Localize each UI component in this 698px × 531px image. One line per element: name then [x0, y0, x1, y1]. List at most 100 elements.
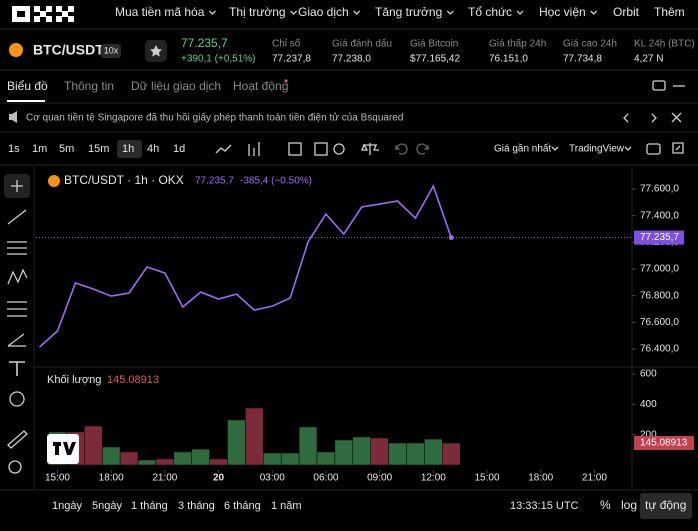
volume-bar [173, 451, 192, 466]
auto-toggle[interactable]: tự động [645, 498, 686, 512]
line-type-icon[interactable] [215, 144, 232, 154]
auto-button[interactable] [640, 493, 692, 519]
next-icon[interactable] [651, 113, 657, 123]
forecast-icon[interactable] [7, 301, 27, 317]
chevron [290, 10, 298, 15]
layout-icon[interactable] [652, 80, 666, 91]
range-button[interactable]: 1 tháng [131, 500, 168, 512]
price-tag-label: 77.235,7 [640, 232, 679, 243]
interval[interactable]: 1d [173, 143, 185, 155]
fullscreen-icon[interactable] [672, 142, 684, 154]
volume-bar [334, 439, 354, 466]
chevron [624, 146, 632, 151]
log-toggle[interactable]: log [621, 498, 637, 512]
interval[interactable]: 1m [32, 143, 47, 155]
range-button[interactable]: 3 tháng [178, 500, 215, 512]
volume-bar [388, 442, 407, 466]
volume-bar [263, 452, 282, 466]
price-source[interactable]: Giá gần nhất [494, 143, 551, 155]
nav-item[interactable]: Học viện [539, 5, 586, 19]
nav-item[interactable]: Tăng trưởng [375, 5, 442, 19]
percent-toggle[interactable]: % [600, 498, 611, 512]
indicator-icon[interactable] [248, 142, 260, 156]
price-line [39, 184, 452, 348]
x-tick-label: 15:00 [45, 473, 70, 484]
trendline-icon[interactable] [7, 209, 27, 225]
text-tool-icon[interactable] [9, 361, 25, 376]
stat-value: 4,27 N [634, 54, 663, 65]
tab[interactable]: Hoạt động [233, 79, 288, 93]
volume-bar [245, 407, 264, 466]
chevron [353, 10, 361, 15]
interval[interactable]: 1s [8, 143, 20, 155]
x-tick-label: 20 [213, 473, 225, 484]
nav-item[interactable]: Mua tiền mã hóa [115, 5, 205, 19]
drawing-tools [4, 174, 30, 474]
volume-bar [84, 425, 103, 466]
volume-bar [101, 446, 121, 466]
ticker-stats: Chỉ số 77.237,8 Giá đánh dấu 77.238,0 Giá Bi… [272, 38, 695, 65]
x-tick-label: 06:00 [313, 473, 338, 484]
redo-icon[interactable] [416, 143, 429, 155]
volume-bar [442, 442, 461, 466]
range-button[interactable]: 5ngày [92, 500, 122, 512]
interval[interactable]: 1h [122, 143, 134, 155]
tab[interactable]: Dữ liệu giao dịch [131, 79, 221, 93]
pair[interactable]: BTC/USDT [33, 42, 104, 58]
volume-bar [119, 451, 139, 466]
undo-icon[interactable] [395, 143, 408, 155]
x-tick-label: 12:00 [421, 473, 446, 484]
logo[interactable] [12, 6, 74, 22]
volume-last: 145.08913 [107, 374, 159, 386]
close-icon[interactable] [671, 112, 682, 123]
compare-icon[interactable] [314, 142, 328, 156]
nav-item[interactable]: Orbit [613, 5, 640, 19]
interval[interactable]: 15m [88, 143, 109, 155]
balance-icon[interactable] [361, 143, 379, 155]
fib-icon[interactable] [7, 241, 27, 255]
interval-bar: 1s 1m 5m 15m 1h 4h 1d [8, 140, 185, 158]
y-tick-label: 77.600,0 [640, 184, 679, 195]
x-tick-label: 03:00 [260, 473, 285, 484]
tab[interactable]: Biểu đồ [7, 79, 48, 93]
volume-bar [352, 436, 371, 466]
volume-bar [191, 448, 210, 466]
volume-label: Khối lượng [47, 374, 101, 386]
stat-value: 77.237,8 [272, 54, 311, 65]
range-button[interactable]: 1 năm [271, 500, 302, 512]
leverage-badge [101, 44, 121, 58]
emoji-icon[interactable] [9, 391, 25, 407]
tool-icons [215, 142, 684, 156]
volume-tick-label: 200 [640, 429, 657, 440]
y-tick-label: 76.800,0 [640, 290, 679, 301]
nav-item[interactable]: Giao dịch [298, 5, 349, 19]
interval[interactable]: 5m [59, 143, 74, 155]
zoom-icon[interactable] [8, 460, 22, 474]
tabs: Biểu đồ Thông tin Dữ liệu giao dịch Hoạt độ… [7, 79, 288, 102]
crosshair-icon[interactable] [11, 180, 23, 192]
speaker-icon [9, 111, 17, 123]
nav-item[interactable]: Tổ chức [468, 5, 512, 19]
chevron [551, 146, 559, 151]
range-button[interactable]: 6 tháng [224, 500, 261, 512]
nav-item[interactable]: Thị trường [229, 5, 286, 19]
stat-label: Giá đánh dấu [332, 38, 392, 50]
settings-icon[interactable] [333, 143, 345, 155]
nav-item[interactable]: Thêm [654, 5, 685, 19]
brush-icon[interactable] [7, 333, 26, 347]
camera-icon[interactable] [646, 143, 661, 155]
pattern-icon[interactable] [7, 268, 28, 285]
chart-engine[interactable]: TradingView [569, 144, 625, 155]
notice[interactable]: Cơ quan tiền tệ Singapore đã thu hồi giấ… [26, 112, 403, 124]
chevron [516, 10, 524, 15]
tab[interactable]: Thông tin [64, 79, 114, 93]
volume-bar [209, 458, 228, 466]
interval[interactable]: 4h [147, 143, 159, 155]
ruler-icon[interactable] [7, 430, 28, 449]
template-icon[interactable] [288, 142, 302, 156]
prev-icon[interactable] [623, 113, 629, 123]
stat-label: Giá cao 24h [563, 39, 617, 50]
chart-title: BTC/USDT · 1h · OKX [64, 173, 184, 187]
range-button[interactable]: 1ngày [52, 500, 82, 512]
